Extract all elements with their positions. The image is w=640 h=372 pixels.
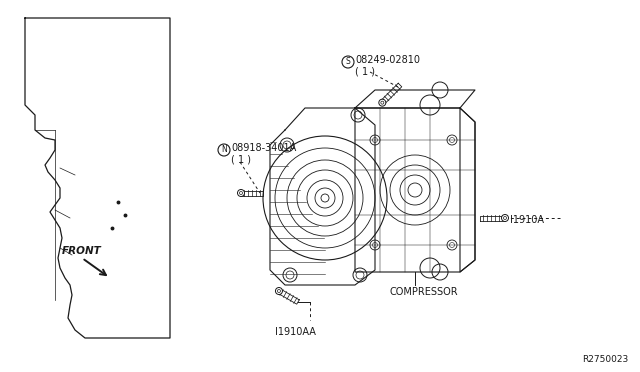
Circle shape bbox=[275, 288, 282, 295]
Text: R2750023: R2750023 bbox=[582, 355, 628, 364]
Text: 08249-02810: 08249-02810 bbox=[355, 55, 420, 65]
Text: 08918-3401A: 08918-3401A bbox=[231, 143, 296, 153]
Text: FRONT: FRONT bbox=[62, 246, 102, 256]
Circle shape bbox=[502, 215, 509, 221]
Text: S: S bbox=[346, 58, 350, 67]
Circle shape bbox=[237, 189, 244, 196]
Text: ( 1 ): ( 1 ) bbox=[231, 155, 251, 165]
Text: ( 1 ): ( 1 ) bbox=[355, 67, 375, 77]
Text: N: N bbox=[221, 145, 227, 154]
Circle shape bbox=[379, 99, 386, 106]
Text: I1910AA: I1910AA bbox=[275, 327, 316, 337]
Text: I1910A: I1910A bbox=[510, 215, 544, 225]
Text: COMPRESSOR: COMPRESSOR bbox=[390, 287, 459, 297]
